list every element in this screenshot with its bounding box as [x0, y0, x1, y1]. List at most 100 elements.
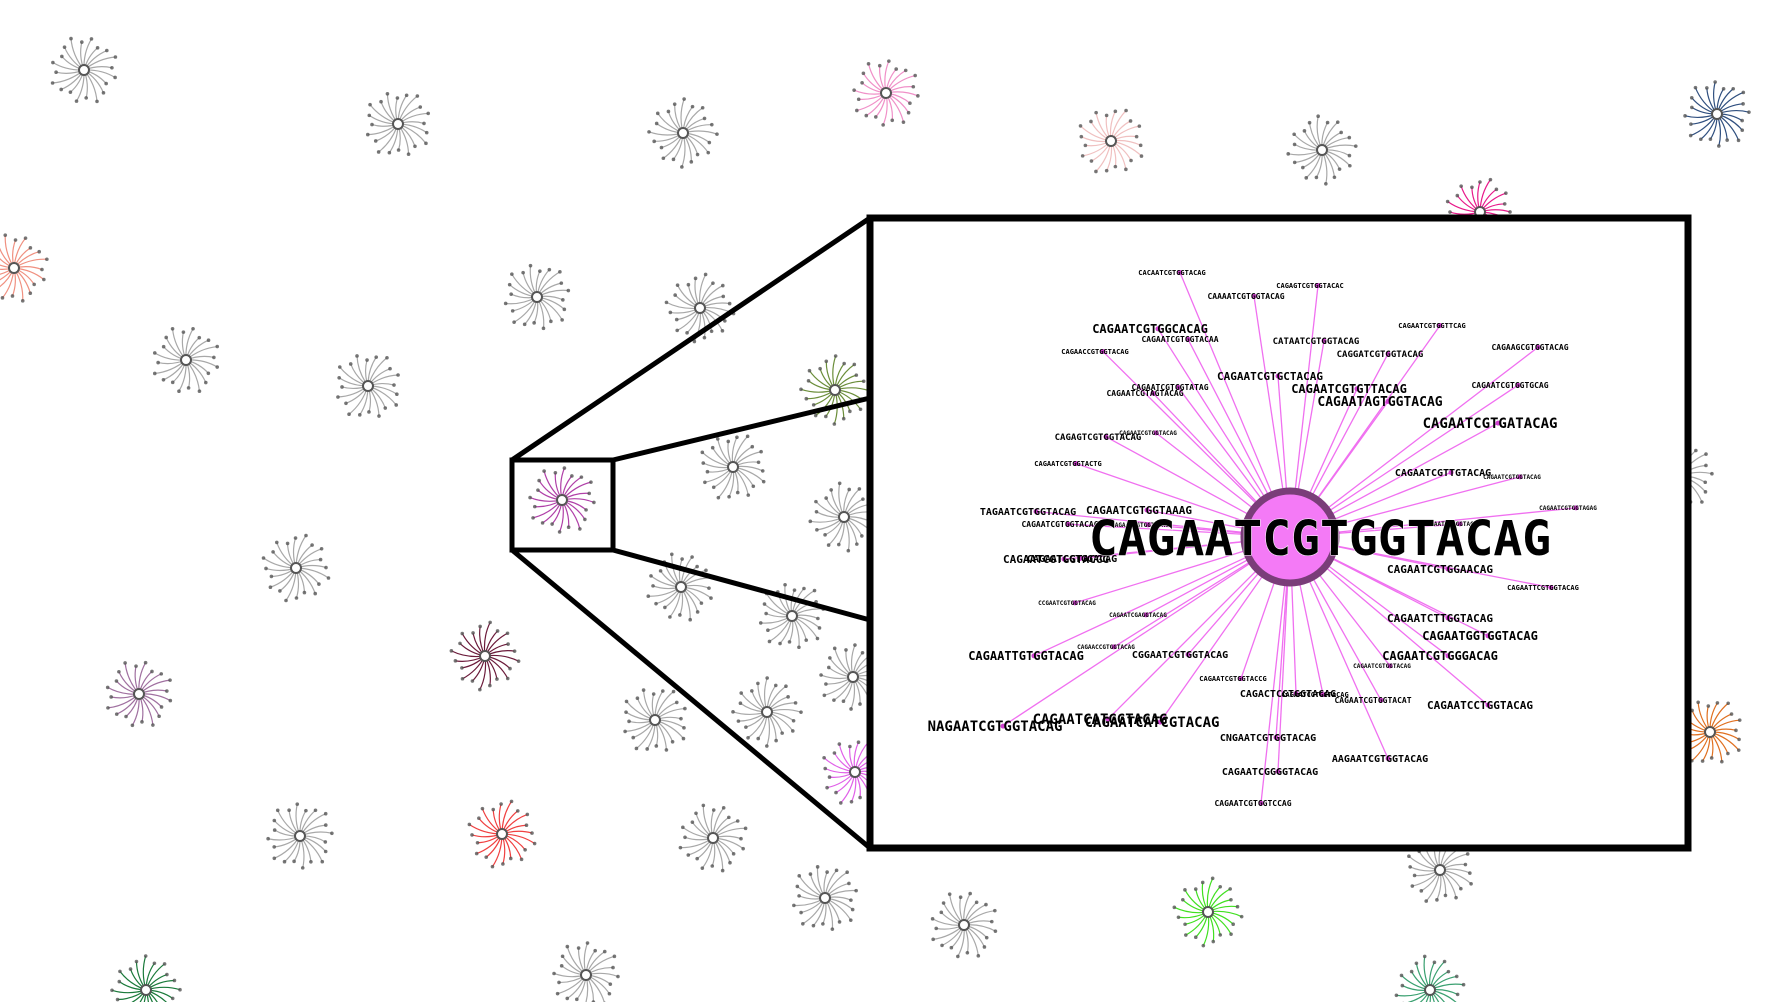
- cluster-leaf: [45, 257, 49, 262]
- cluster-leaf: [1432, 960, 1437, 965]
- cluster-leaf: [711, 808, 716, 812]
- cluster-leaf: [659, 145, 664, 150]
- cluster-leaf: [404, 93, 409, 98]
- zoom-leaf-node: [1315, 283, 1321, 289]
- cluster-leaf: [818, 366, 822, 371]
- cluster-leaf: [367, 410, 371, 414]
- cluster-leaf: [654, 121, 659, 126]
- cluster-leaf: [264, 566, 268, 571]
- cluster-leaf: [1128, 119, 1133, 123]
- cluster-leaf: [170, 326, 175, 331]
- cluster-leaf: [827, 775, 832, 779]
- cluster-leaf: [558, 270, 562, 274]
- cluster-leaf: [825, 870, 829, 874]
- cluster-leaf: [1459, 886, 1463, 891]
- cluster-leaf: [647, 130, 651, 134]
- cluster-leaf: [764, 611, 768, 616]
- cluster-leaf: [848, 918, 853, 922]
- cluster-leaf: [215, 344, 220, 349]
- cluster-leaf: [266, 836, 270, 841]
- cluster-leaf: [557, 530, 562, 534]
- cluster-leaf: [731, 852, 736, 856]
- cluster-leaf: [720, 329, 725, 333]
- cluster-leaf: [1734, 728, 1738, 733]
- cluster-leaf: [1696, 700, 1700, 705]
- cluster-leaf: [508, 856, 513, 861]
- cluster-node: [808, 481, 880, 553]
- zoom-leaf-node: [1065, 521, 1071, 527]
- cluster-leaf: [1463, 862, 1468, 867]
- cluster-node: [1078, 108, 1144, 174]
- cluster-leaf: [475, 840, 480, 845]
- cluster-leaf: [1079, 134, 1084, 139]
- cluster-leaf: [1470, 185, 1474, 190]
- cluster-leaf: [1304, 176, 1309, 180]
- cluster-leaf: [426, 111, 431, 116]
- sequence-label: CAGAAGCGTGGTACAG: [1491, 343, 1568, 352]
- cluster-leaf: [587, 491, 592, 496]
- cluster-leaf: [850, 907, 855, 912]
- cluster-leaf: [60, 54, 64, 59]
- cluster-leaf: [0, 296, 5, 300]
- sequence-label: CAGAATCGTGGCACAG: [1092, 322, 1208, 336]
- cluster-leaf: [1324, 181, 1328, 186]
- cluster-leaf: [115, 997, 120, 1002]
- sequence-label: CAGAATCATGGTACAG: [1033, 712, 1168, 728]
- sequence-label: CATAATCGTGGTACAG: [1273, 337, 1360, 347]
- cluster-leaf: [1414, 961, 1419, 966]
- cluster-leaf: [674, 700, 679, 705]
- cluster-leaf: [762, 602, 767, 606]
- cluster-leaf: [1193, 887, 1198, 891]
- zoom-leaf-node: [1157, 719, 1163, 725]
- cluster-leaf: [1218, 933, 1223, 937]
- cluster-leaf: [746, 735, 750, 740]
- cluster-leaf: [735, 819, 740, 823]
- zoom-leaf-node: [1385, 351, 1391, 357]
- cluster-leaf: [855, 108, 859, 113]
- cluster-leaf: [164, 335, 169, 340]
- cluster-leaf: [823, 533, 827, 537]
- cluster-leaf: [671, 689, 676, 694]
- zoom-center-label: CAGAATCGTGGTACAG: [1089, 511, 1551, 567]
- cluster-leaf: [118, 969, 122, 974]
- cluster-leaf: [1461, 982, 1466, 987]
- cluster-leaf: [542, 469, 546, 473]
- cluster-leaf: [1443, 893, 1448, 898]
- cluster-hub: [1424, 984, 1436, 996]
- cluster-leaf: [1442, 959, 1447, 964]
- cluster-leaf: [478, 687, 482, 692]
- cluster-leaf: [710, 122, 714, 127]
- sequence-label: CAGAATCGTGGACAG: [1027, 554, 1117, 565]
- cluster-leaf: [553, 470, 558, 475]
- cluster-leaf: [968, 891, 972, 896]
- cluster-leaf: [388, 366, 392, 371]
- zoom-leaf-node: [1238, 676, 1244, 682]
- cluster-leaf: [787, 640, 792, 644]
- cluster-leaf: [309, 859, 313, 864]
- cluster-hub: [140, 984, 152, 996]
- cluster-leaf: [512, 320, 516, 324]
- cluster-leaf: [631, 735, 636, 740]
- cluster-leaf: [105, 685, 110, 690]
- cluster-leaf: [578, 527, 582, 531]
- cluster-leaf: [59, 87, 63, 92]
- cluster-leaf: [792, 588, 797, 592]
- cluster-leaf: [693, 276, 698, 281]
- cluster-leaf: [819, 673, 823, 677]
- cluster-leaf: [894, 67, 899, 71]
- cluster-leaf: [808, 519, 813, 524]
- cluster-leaf: [704, 568, 708, 573]
- cluster-leaf: [821, 922, 825, 926]
- cluster-leaf: [668, 310, 673, 315]
- cluster-leaf: [760, 469, 765, 473]
- cluster-leaf: [635, 696, 640, 701]
- cluster-leaf: [37, 249, 41, 254]
- cluster-leaf: [804, 638, 809, 642]
- cluster-leaf: [300, 866, 305, 870]
- cluster-leaf: [387, 150, 392, 155]
- cluster-leaf: [1139, 154, 1144, 158]
- cluster-leaf: [931, 937, 935, 942]
- cluster-leaf: [784, 684, 788, 689]
- cluster-leaf: [801, 921, 805, 926]
- cluster-leaf: [23, 236, 28, 240]
